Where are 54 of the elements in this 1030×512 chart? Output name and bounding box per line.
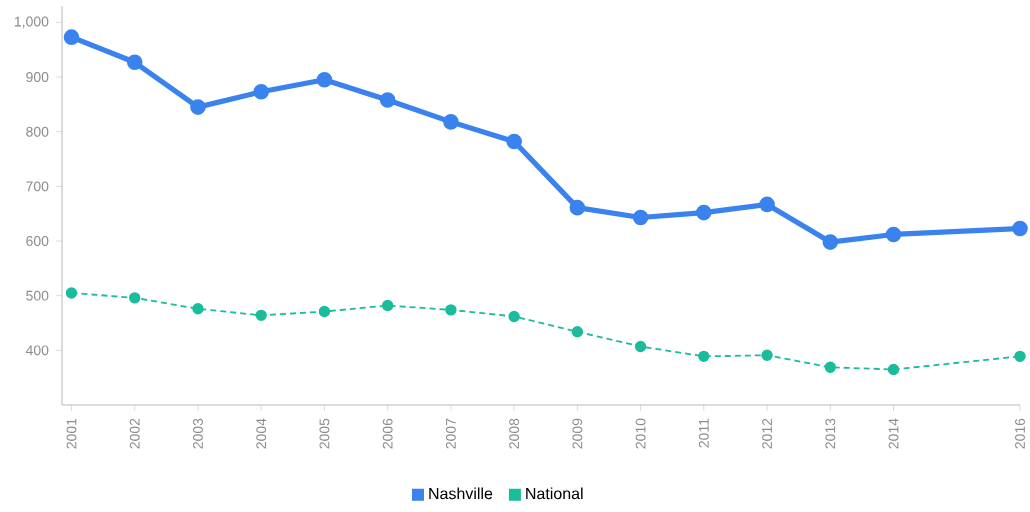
- point: [696, 204, 712, 221]
- point: [1014, 350, 1026, 363]
- point: [698, 350, 710, 363]
- x-tick-label: 2013: [825, 418, 836, 449]
- y-tick-label: 900: [26, 72, 49, 82]
- point: [1012, 220, 1028, 237]
- point: [379, 92, 396, 108]
- point: [443, 114, 459, 130]
- point: [824, 361, 836, 373]
- x-tick-label: 2011: [698, 418, 709, 448]
- x-tick-label: 2008: [509, 418, 520, 449]
- point: [822, 234, 839, 250]
- y-tick-label: 500: [26, 290, 49, 301]
- point: [445, 304, 457, 316]
- x-tick-label: 2002: [129, 418, 140, 449]
- x-tick-label: 2007: [445, 418, 456, 449]
- x-tick-label: 2009: [572, 418, 583, 449]
- point: [571, 326, 584, 338]
- x-tick-label: 2005: [319, 418, 330, 449]
- point: [190, 99, 206, 115]
- point: [192, 303, 204, 315]
- point: [65, 287, 78, 299]
- point: [63, 29, 80, 45]
- point: [255, 309, 267, 322]
- point: [759, 196, 775, 213]
- x-tick-label: 2010: [635, 418, 646, 449]
- x-tick-label: 2001: [66, 418, 77, 449]
- x-tick-label: 2004: [256, 418, 267, 449]
- y-tick-label: 400: [25, 345, 49, 356]
- point: [885, 226, 902, 243]
- x-tick-label: 2014: [888, 418, 899, 449]
- point: [381, 299, 394, 312]
- y-tick-label: 1,000: [14, 16, 49, 29]
- point: [506, 133, 522, 150]
- y-tick-label: 600: [26, 236, 49, 246]
- point: [569, 199, 586, 216]
- legend-label: Nashville: [429, 487, 493, 500]
- x-tick-label: 2016: [1015, 418, 1025, 449]
- y-tick-label: 700: [26, 181, 49, 192]
- x-tick-label: 2012: [762, 418, 773, 449]
- point: [129, 292, 141, 304]
- legend-label: National: [526, 487, 583, 500]
- x-tick-label: 2003: [193, 418, 203, 449]
- point: [316, 71, 333, 88]
- y-tick-label: 800: [26, 126, 49, 137]
- point: [634, 340, 647, 353]
- point: [508, 310, 520, 323]
- point: [253, 84, 269, 100]
- point: [126, 54, 143, 71]
- point: [761, 349, 773, 361]
- point: [887, 363, 900, 376]
- x-tick-label: 2006: [382, 418, 393, 449]
- point: [318, 305, 331, 318]
- point: [632, 209, 649, 226]
